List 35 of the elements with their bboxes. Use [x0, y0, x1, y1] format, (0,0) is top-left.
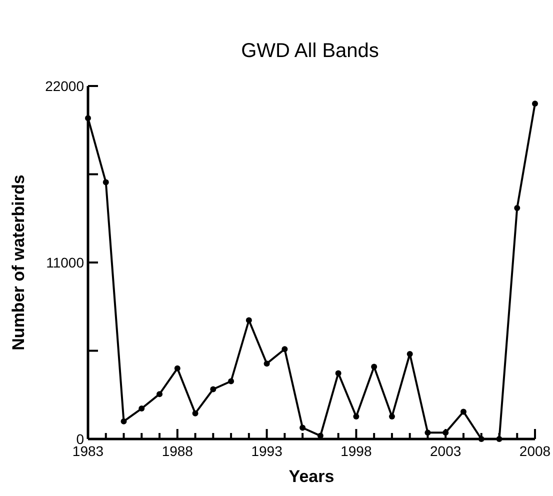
point: [228, 378, 234, 384]
point: [353, 414, 360, 420]
point: [424, 430, 431, 436]
point: [264, 360, 270, 367]
point: [478, 436, 484, 442]
point: [371, 364, 378, 370]
point: [192, 410, 198, 416]
point: [120, 418, 127, 424]
point: [156, 391, 163, 398]
x-tick-label: 2003: [430, 443, 462, 459]
y-tick-label: 22000: [45, 78, 84, 94]
point: [174, 365, 180, 372]
x-tick-label: 1998: [340, 443, 372, 459]
point: [282, 346, 288, 352]
point: [460, 408, 466, 415]
point: [335, 370, 342, 376]
point: [532, 100, 538, 107]
y-axis-title: Number of waterbirds: [9, 174, 28, 350]
point: [514, 204, 520, 211]
x-tick-label: 2008: [519, 443, 551, 459]
point: [496, 436, 502, 442]
point: [210, 386, 216, 392]
point: [246, 317, 252, 324]
point: [300, 424, 306, 431]
x-tick-label: 1988: [162, 443, 194, 459]
point: [102, 179, 109, 186]
point: [138, 406, 145, 412]
x-tick-label: 1993: [251, 443, 283, 459]
point: [85, 115, 91, 122]
chart-title: GWD All Bands: [241, 40, 379, 62]
y-tick-label: 11000: [46, 254, 84, 270]
x-axis-title: Years: [288, 467, 334, 486]
point: [442, 430, 449, 436]
point: [388, 414, 395, 420]
point: [406, 350, 413, 357]
